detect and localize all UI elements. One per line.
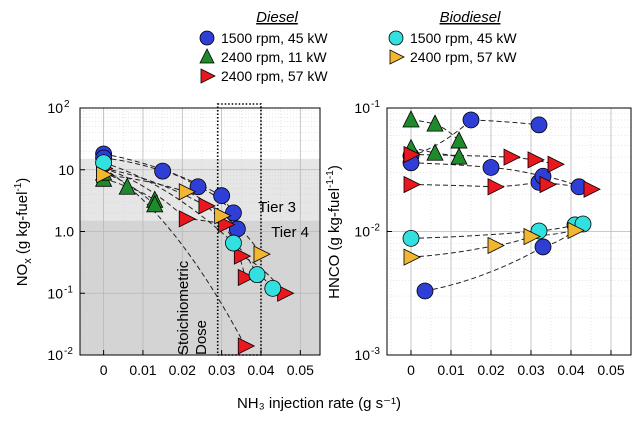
y-tick-label: 1.0 (55, 224, 75, 240)
x-tick-label: 0.01 (437, 362, 464, 378)
point-diesel-2400-rpm-11-kw (118, 177, 136, 195)
point-diesel-1500-rpm-45-kw (482, 159, 500, 176)
point-diesel-2400-rpm-57-kw (237, 337, 256, 355)
right-y-axis-label: HNCO (g kg-fuel-1-1) (325, 165, 343, 299)
y-tick-label: 102 (47, 99, 70, 116)
left-y-axis-label: NOx (g kg-fuel-1) (13, 178, 34, 287)
legend-label-diesel-0: 1500 rpm, 45 kW (221, 30, 328, 46)
x-tick-label: 0.02 (169, 362, 196, 378)
legend-label-diesel-2: 2400 rpm, 57 kW (221, 68, 328, 84)
point-biodiesel-2400-rpm-57-kw (178, 183, 197, 201)
point-diesel-2400-rpm-57-kw (403, 175, 421, 194)
point-diesel-2400-rpm-57-kw (233, 247, 252, 265)
point-diesel-2400-rpm-57-kw (218, 215, 236, 234)
point-diesel-1500-rpm-45-kw (462, 111, 480, 129)
left-data-points (94, 145, 295, 355)
point-biodiesel-1500-rpm-45-kw (248, 266, 266, 284)
legend-label-biodiesel-1: 2400 rpm, 57 kW (410, 49, 517, 65)
x-tick-label: 0 (100, 362, 108, 378)
legend-diesel-items: 1500 rpm, 45 kW 2400 rpm, 11 kW 2400 rpm, … (199, 30, 328, 84)
legend-biodiesel-items: 1500 rpm, 45 kW 2400 rpm, 57 kW (388, 30, 517, 65)
legend-label-biodiesel-0: 1500 rpm, 45 kW (410, 30, 517, 46)
point-diesel-1500-rpm-45-kw (154, 162, 172, 180)
point-biodiesel-1500-rpm-45-kw (264, 279, 282, 297)
point-biodiesel-1500-rpm-45-kw (402, 229, 420, 247)
hnco-panel: 0 0.01 0.02 0.03 0.04 0.05 10-3 10-2 10-1 HNCO (… (325, 99, 632, 378)
point-biodiesel-2400-rpm-57-kw (523, 227, 541, 246)
point-diesel-2400-rpm-57-kw (539, 175, 557, 194)
y-tick-label: 10 (58, 162, 74, 178)
dashed-fit-curve (410, 229, 576, 258)
point-biodiesel-2400-rpm-57-kw (487, 236, 505, 255)
legend-marker-diesel-0 (199, 30, 215, 46)
point-diesel-2400-rpm-57-kw (403, 145, 421, 164)
point-diesel-2400-rpm-57-kw (503, 148, 521, 166)
y-tick-label: 10-2 (354, 223, 380, 240)
dashed-fit-curve (103, 167, 246, 278)
point-diesel-2400-rpm-57-kw (198, 197, 216, 215)
x-tick-label: 0.01 (129, 362, 156, 378)
y-tick-label: 10-1 (47, 284, 73, 301)
y-tick-label: 10-3 (354, 346, 380, 363)
point-diesel-2400-rpm-57-kw (487, 178, 505, 196)
x-axis-label: NH₃ injection rate (g s⁻¹) (237, 395, 401, 412)
point-diesel-1500-rpm-45-kw (530, 116, 548, 134)
tier4-label: Tier 4 (271, 224, 309, 241)
point-diesel-1500-rpm-45-kw (534, 238, 552, 256)
right-ticks: 0 0.01 0.02 0.03 0.04 0.05 10-3 10-2 10-1 (354, 99, 624, 378)
dashed-fit-curve (424, 223, 584, 292)
point-biodiesel-2400-rpm-57-kw (253, 245, 271, 263)
point-biodiesel-2400-rpm-57-kw (403, 248, 421, 266)
dose-label: Dose (193, 320, 210, 355)
point-diesel-2400-rpm-57-kw (237, 268, 256, 287)
legend: Diesel Biodiesel 1500 rpm, 45 kW 2400 rpm… (199, 9, 517, 84)
x-tick-label: 0.05 (287, 362, 314, 378)
point-biodiesel-2400-rpm-57-kw (96, 166, 114, 184)
dashed-fit-curve (410, 181, 592, 190)
point-diesel-1500-rpm-45-kw (213, 187, 231, 205)
x-tick-label: 0 (407, 362, 415, 378)
right-grid (387, 108, 631, 356)
x-tick-label: 0.02 (477, 362, 504, 378)
point-diesel-2400-rpm-11-kw (146, 194, 164, 213)
legend-marker-biodiesel-0 (388, 30, 404, 46)
legend-label-diesel-1: 2400 rpm, 11 kW (221, 49, 327, 65)
point-diesel-2400-rpm-11-kw (450, 147, 468, 165)
x-tick-label: 0.03 (517, 362, 544, 378)
x-tick-label: 0.04 (557, 362, 584, 378)
point-biodiesel-1500-rpm-45-kw (225, 234, 242, 252)
point-diesel-2400-rpm-11-kw (450, 131, 468, 149)
right-dashed-curves (410, 119, 592, 292)
legend-title-biodiesel: Biodiesel (440, 9, 502, 26)
point-biodiesel-2400-rpm-57-kw (567, 221, 585, 240)
x-tick-label: 0.03 (208, 362, 235, 378)
point-diesel-2400-rpm-57-kw (583, 180, 601, 198)
tier3-label: Tier 3 (258, 199, 296, 216)
point-diesel-2400-rpm-57-kw (178, 210, 197, 228)
dashed-fit-curve (410, 224, 576, 239)
x-tick-label: 0.04 (247, 362, 274, 378)
legend-marker-biodiesel-1 (389, 49, 405, 65)
x-tick-label: 0.05 (597, 362, 624, 378)
dashed-fit-curve (410, 119, 540, 157)
right-data-points (402, 110, 601, 300)
nox-panel: 0 0.01 0.02 0.03 0.04 0.05 10-2 10-1 1.0 10 102 Ti… (13, 99, 321, 378)
legend-marker-diesel-1 (199, 48, 215, 64)
legend-title-diesel: Diesel (256, 9, 298, 26)
y-tick-label: 10-2 (47, 346, 73, 363)
point-diesel-2400-rpm-11-kw (402, 110, 420, 128)
left-ticks: 0 0.01 0.02 0.03 0.04 0.05 10-2 10-1 1.0 10 102 (47, 99, 314, 378)
legend-marker-diesel-2 (200, 68, 216, 84)
point-diesel-2400-rpm-11-kw (426, 114, 444, 132)
point-diesel-2400-rpm-11-kw (426, 143, 444, 161)
point-diesel-2400-rpm-57-kw (547, 155, 565, 173)
y-tick-label: 10-1 (354, 99, 380, 116)
stoichiometric-label: Stoichiometric (175, 260, 192, 355)
point-diesel-2400-rpm-57-kw (527, 151, 545, 169)
point-diesel-1500-rpm-45-kw (416, 282, 434, 300)
dashed-fit-curve (103, 168, 246, 347)
point-diesel-1500-rpm-45-kw (225, 204, 242, 222)
point-biodiesel-2400-rpm-57-kw (214, 207, 232, 225)
